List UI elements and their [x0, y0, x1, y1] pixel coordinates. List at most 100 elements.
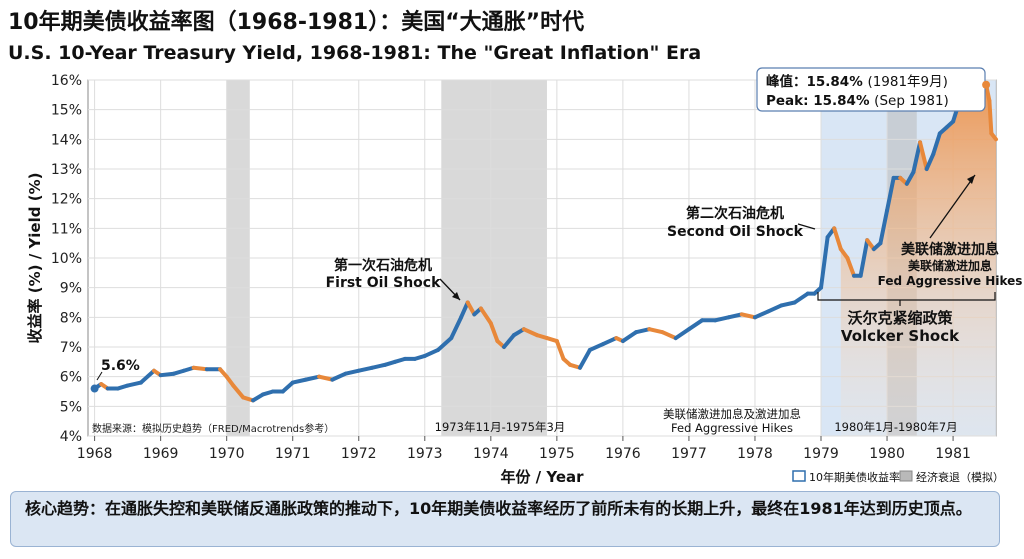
yield-line-segment	[502, 333, 516, 349]
chart-title-en: U.S. 10-Year Treasury Yield, 1968-1981: …	[8, 42, 702, 64]
yield-line-segment	[290, 377, 308, 385]
x-tick-label: 1968	[77, 446, 113, 462]
fed-hikes-label-en: Fed Aggressive Hikes	[878, 274, 1023, 288]
yield-chart: 4% 5% 6% 7% 8% 9% 10% 11% 12% 13% 14% 15% 16% 1968 196…	[26, 67, 1023, 486]
yield-line-segment	[620, 330, 639, 344]
yield-line-segment	[158, 371, 176, 378]
fed-hikes-arrowhead	[967, 175, 975, 184]
x-tick-label: 1975	[539, 446, 575, 462]
yield-line-segment	[488, 321, 500, 344]
yield-line-segment	[766, 303, 784, 314]
recession-band-label: 1980年1月-1980年7月	[834, 420, 957, 434]
x-tick-label: 1979	[803, 446, 839, 462]
y-tick-label: 9%	[60, 281, 82, 297]
fed-hikes-arrow	[929, 174, 976, 239]
yield-line-segment	[931, 131, 942, 157]
yield-line-segment	[330, 371, 348, 382]
yield-line-segment	[465, 300, 477, 317]
oil-shock-1-label-en: First Oil Shock	[326, 275, 442, 291]
source-note: 数据来源：模拟历史趋势（FRED/Macrotrends参考）	[92, 422, 334, 435]
legend-recession-swatch	[899, 470, 913, 482]
yield-line-segment	[792, 291, 810, 305]
yield-line-segment	[845, 256, 857, 278]
yield-line-segment	[989, 131, 998, 142]
y-tick-label: 15%	[51, 103, 82, 119]
y-tick-label: 5%	[60, 399, 82, 415]
yield-line-segment	[601, 336, 619, 347]
yield-line-segment	[478, 306, 493, 326]
y-tick-label: 8%	[60, 310, 82, 326]
yield-line-segment	[779, 300, 797, 308]
peak-marker	[982, 80, 991, 89]
x-tick-label: 1970	[209, 446, 245, 462]
x-tick-label: 1972	[341, 446, 377, 462]
oil-shock-2-label-en: Second Oil Shock	[667, 224, 804, 240]
yield-line-segment	[280, 380, 295, 394]
yield-line-segment	[356, 365, 374, 373]
x-axis-title: 年份 / Year	[500, 468, 584, 486]
yield-area-fill	[840, 84, 996, 436]
yield-line-segment	[819, 235, 830, 290]
yield-line-segment	[521, 327, 540, 338]
start-value-label: 5.6%	[101, 358, 140, 374]
yield-line-segment	[739, 312, 757, 320]
x-tick-label: 1974	[473, 446, 509, 462]
yield-line-segment	[231, 383, 246, 400]
yield-line-segment	[647, 327, 665, 335]
bottom-fed-label-zh: 美联储激进加息及激进加息	[663, 407, 801, 421]
y-tick-label: 14%	[51, 132, 82, 148]
chart-title-zh: 10年期美债收益率图（1968-1981）：美国“大通胀”时代	[8, 10, 585, 35]
yield-line-segment	[303, 374, 322, 382]
yield-line-segment	[343, 368, 361, 376]
peak-callout-box	[756, 67, 986, 112]
x-tick-label: 1976	[605, 446, 641, 462]
y-tick-label: 16%	[51, 73, 82, 89]
y-tick-label: 12%	[51, 192, 82, 208]
oil-shock-1-label-zh: 第一次石油危机	[334, 257, 432, 274]
yield-line-segment	[832, 226, 843, 252]
x-tick-label: 1980	[869, 446, 905, 462]
yield-line-segment	[435, 336, 454, 352]
yield-line-segment	[317, 374, 335, 382]
y-tick-label: 13%	[51, 162, 82, 178]
x-tick-label: 1977	[671, 446, 707, 462]
fed-hikes-label-zh-2: 美联储激进加息	[908, 258, 992, 273]
start-point-marker	[90, 384, 99, 393]
yield-line-segment	[577, 347, 592, 370]
legend-recession-label: 经济衰退（模拟）	[916, 470, 1004, 484]
yield-line-segment	[369, 362, 388, 370]
legend-line-swatch	[792, 470, 806, 482]
volcker-label-en: Volcker Shock	[841, 327, 960, 345]
yield-line-segment	[858, 238, 870, 278]
bottom-fed-label-en: Fed Aggressive Hikes	[671, 421, 793, 435]
yield-line-segment	[878, 208, 890, 246]
yield-line-segment	[752, 309, 771, 320]
x-tick-label: 1969	[143, 446, 179, 462]
yield-line-segment	[911, 140, 923, 174]
x-tick-label: 1978	[737, 446, 773, 462]
yield-line-segment	[713, 315, 731, 323]
yield-line-segment	[554, 339, 566, 361]
volcker-bracket	[817, 292, 996, 301]
yield-line-segment	[660, 330, 678, 341]
yield-line-segment	[686, 318, 705, 332]
yield-line-segment	[459, 300, 470, 320]
peak-label-zh: 峰值：15.84% (1981年9月)	[766, 73, 948, 90]
oil-shock-2-arrow	[797, 223, 816, 230]
x-tick-label: 1981	[935, 446, 971, 462]
y-tick-label: 10%	[51, 251, 82, 267]
peak-label-en: Peak: 15.84% (Sep 1981)	[766, 93, 949, 109]
yield-line-segment	[673, 327, 691, 341]
x-tick-label: 1973	[407, 446, 443, 462]
y-tick-label: 6%	[60, 370, 82, 386]
y-tick-label: 7%	[60, 340, 82, 356]
x-tick-label: 1971	[275, 446, 311, 462]
legend-line-label: 10年期美债收益率	[809, 470, 900, 484]
yield-line-segment	[449, 315, 464, 341]
oil-shock-1-arrowhead	[452, 292, 460, 300]
yield-line-segment	[191, 365, 209, 372]
yield-line-segment	[987, 98, 994, 136]
yield-line-segment	[918, 140, 929, 171]
yield-line-segment	[138, 368, 157, 385]
start-value-leader	[96, 371, 103, 381]
